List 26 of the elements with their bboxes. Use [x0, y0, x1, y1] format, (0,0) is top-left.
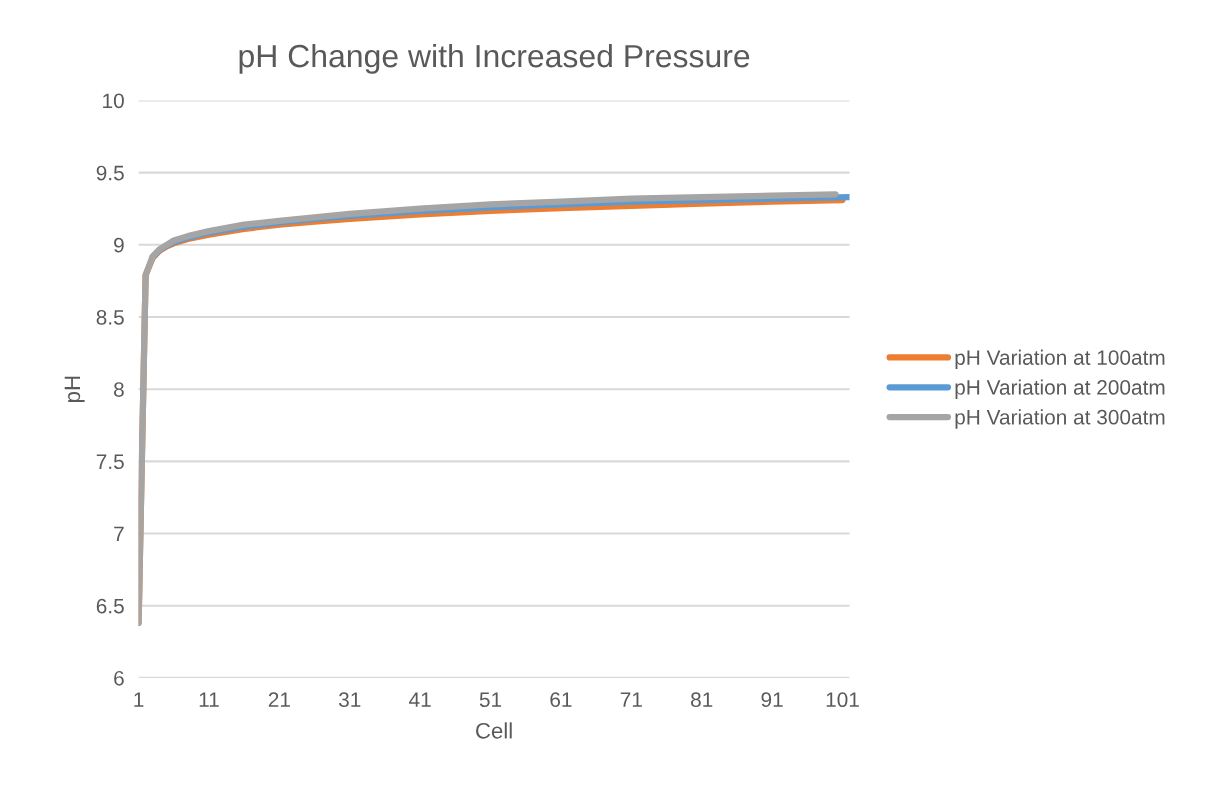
y-tick-label: 9.5	[96, 165, 124, 181]
x-axis-title: Cell	[476, 722, 512, 739]
x-tick-label: 91	[761, 692, 783, 708]
x-tick-label: 101	[826, 692, 859, 708]
legend-label: pH Variation at 300atm	[955, 409, 1165, 429]
legend-label: pH Variation at 100atm	[955, 349, 1165, 370]
x-tick-label: 81	[691, 692, 713, 708]
x-tick-label: 41	[409, 692, 431, 707]
y-tick-label: 8	[114, 382, 124, 397]
x-tick-label: 11	[199, 692, 219, 707]
y-tick-label: 7.5	[96, 454, 124, 470]
y-axis-title: pH	[64, 376, 85, 402]
y-tick-label: 8.5	[96, 309, 124, 325]
x-tick-label: 31	[338, 692, 361, 708]
x-tick-label: 1	[134, 692, 144, 707]
y-tick-label: 9	[114, 237, 124, 253]
y-tick-label: 7	[114, 526, 124, 542]
y-tick-label: 6.5	[96, 598, 124, 614]
x-tick-label: 51	[479, 692, 502, 708]
x-tick-label: 61	[550, 692, 572, 708]
y-tick-label: 6	[114, 670, 124, 686]
x-tick-label: 21	[268, 692, 290, 707]
x-tick-label: 71	[620, 692, 642, 707]
legend-label: pH Variation at 200atm	[955, 379, 1165, 399]
y-tick-label: 10	[103, 93, 124, 109]
chart-title: pH Change with Increased Pressure	[239, 43, 750, 74]
